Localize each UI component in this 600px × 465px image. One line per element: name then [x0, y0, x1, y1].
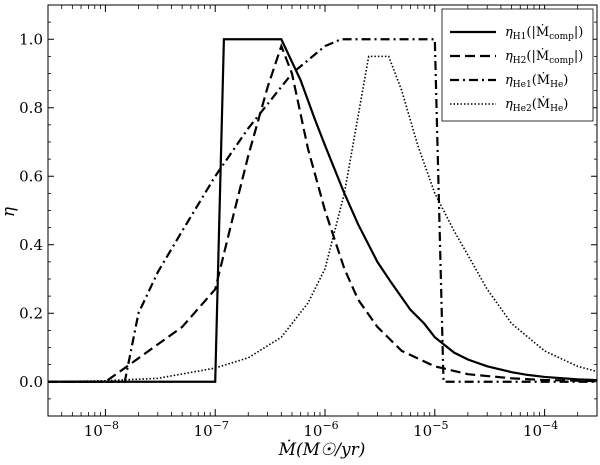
ticks-layer: 0.0 0.2 0.4 0.6 0.8 1.0 10−8 10−7 10−6 10−5 10−4 — [19, 4, 597, 440]
x-tick-label-3: 10−5 — [413, 419, 448, 440]
legend-label-3: ηHe1(ṀHe) — [505, 71, 568, 90]
x-tick-label-1: 10−7 — [194, 419, 229, 440]
y-tick-label-4: 0.8 — [19, 99, 43, 117]
series-line-3 — [48, 38, 597, 383]
series-layer — [47, 38, 598, 383]
legend-label-2: ηH2(|Ṁcomp|) — [505, 47, 583, 66]
x-axis-label: Ṁ(M☉/yr) — [278, 439, 366, 460]
legend-label-4: ηHe2(ṀHe) — [505, 95, 568, 114]
legend-box — [441, 8, 594, 122]
series-line-1 — [48, 38, 598, 383]
y-tick-label-3: 0.6 — [19, 167, 43, 185]
x-tick-label-4: 10−4 — [523, 419, 558, 440]
legend: ηH1(|Ṁcomp|) ηH2(|Ṁcomp|) ηHe1(ṀHe) ηHe2(ṀH… — [441, 8, 594, 122]
series-line-4 — [47, 55, 598, 383]
y-tick-label-0: 0.0 — [19, 373, 43, 391]
legend-label-1: ηH1(|Ṁcomp|) — [505, 23, 583, 42]
x-tick-label-2: 10−6 — [303, 419, 338, 440]
x-axis-label-text: Ṁ(M☉/yr) — [278, 439, 366, 460]
y-tick-label-2: 0.4 — [19, 236, 43, 254]
series-line-2 — [48, 42, 598, 383]
x-tick-label-0: 10−8 — [84, 419, 119, 440]
y-axis-label: η — [0, 206, 19, 217]
y-tick-label-5: 1.0 — [19, 30, 43, 48]
y-tick-label-1: 0.2 — [19, 304, 43, 322]
